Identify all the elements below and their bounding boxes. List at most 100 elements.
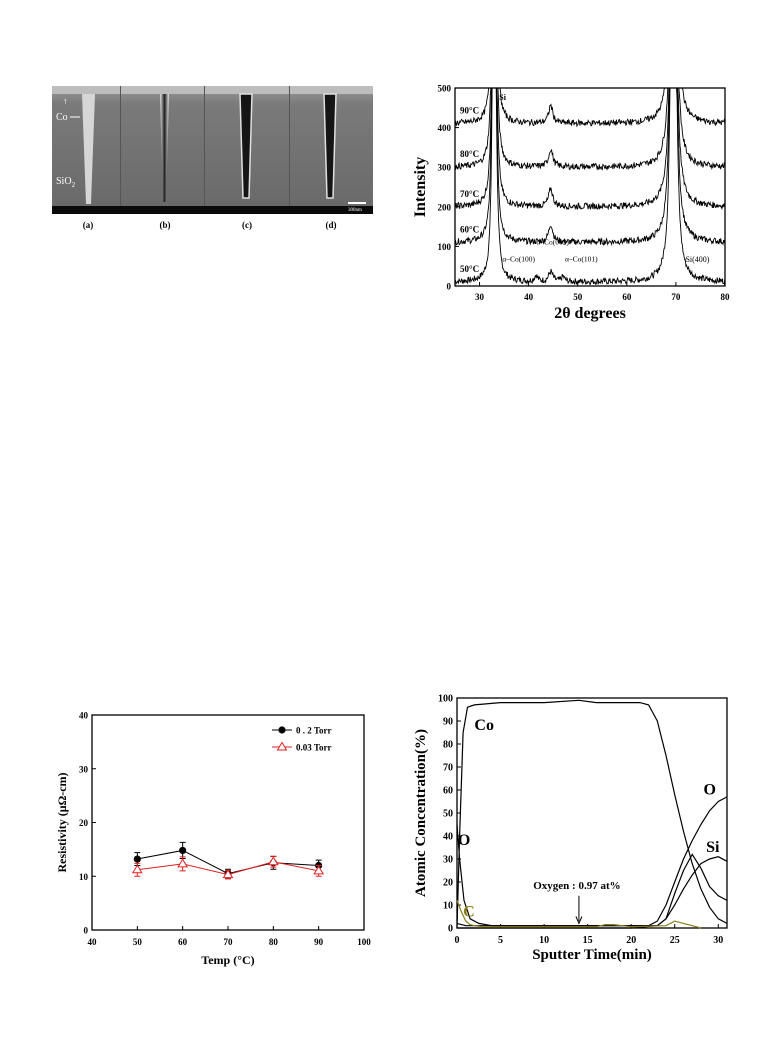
co-label: Co — [56, 112, 68, 123]
series-label-o-surface: O — [458, 832, 470, 849]
y-axis-label: Atomic Concentration(%) — [413, 729, 429, 897]
series-label-c: C — [463, 904, 475, 921]
x-tick-label: 5 — [498, 935, 503, 946]
xrd-series-line — [454, 87, 726, 286]
peak-label-si400: Si(400) — [685, 255, 709, 264]
x-axis-label: Temp (°C) — [201, 953, 254, 967]
aes-series-line — [456, 796, 728, 927]
y-tick-label: 100 — [438, 242, 452, 252]
x-tick-label: 60 — [178, 937, 188, 947]
xrd-series-line — [454, 87, 726, 128]
trench-d — [323, 93, 337, 199]
aes-series-line — [456, 900, 702, 929]
data-point — [133, 855, 141, 863]
caption-a: (a) — [83, 220, 94, 230]
x-tick-label: 40 — [88, 937, 98, 947]
data-point — [131, 864, 143, 874]
peak-label-si: Si — [499, 93, 506, 102]
peak-label-co101: α–Co(101) — [565, 254, 598, 263]
caption-c: (c) — [242, 220, 252, 230]
x-tick-label: 80 — [269, 937, 279, 947]
aes-chart: 0 5 10 15 20 25 30 0 10 20 30 40 50 60 70 80 90 100 Sputte… — [405, 690, 750, 980]
series-label-si: Si — [706, 839, 720, 856]
trench-a — [82, 94, 95, 204]
xrd-series-label: 50°C — [460, 264, 479, 274]
y-tick-label: 0 — [447, 282, 452, 292]
data-point — [313, 865, 325, 875]
y-tick-label: 200 — [438, 202, 452, 212]
svg-text:↑: ↑ — [63, 96, 68, 106]
x-tick-label: 30 — [475, 292, 485, 302]
co-layer — [52, 86, 373, 94]
y-axis-label: Resistivity (μΩ-cm) — [55, 772, 69, 872]
y-tick-label: 10 — [79, 872, 89, 882]
xrd-series-label: 70°C — [460, 189, 479, 199]
x-tick-label: 25 — [670, 935, 680, 946]
x-tick-label: 0 — [455, 935, 460, 946]
x-tick-label: 60 — [622, 292, 632, 302]
sem-micrograph: Co ↑ SiO2 300nm (a) (b) (c) (d) — [52, 86, 373, 230]
y-tick-label: 30 — [79, 764, 89, 774]
series-label-co: Co — [474, 717, 494, 734]
y-tick-label: 400 — [438, 123, 452, 133]
x-tick-label: 15 — [583, 935, 593, 946]
y-tick-label: 10 — [443, 901, 453, 912]
x-axis-label: 2θ degrees — [554, 305, 626, 322]
x-tick-label: 20 — [626, 935, 636, 946]
sem-micrograph-panel: Co ↑ SiO2 300nm (a) (b) (c) (d) — [52, 86, 373, 231]
x-tick-label: 50 — [573, 292, 583, 302]
resistivity-chart: 40 50 60 70 80 90 100 0 10 20 30 40 Temp (°C) Resisti… — [50, 705, 380, 975]
y-tick-label: 60 — [443, 786, 453, 797]
sio2-label: SiO2 — [56, 176, 76, 189]
legend-marker — [276, 741, 288, 751]
x-tick-label: 90 — [314, 937, 324, 947]
series-label-o: O — [703, 782, 715, 799]
peak-label-co002: α–Co(002) — [536, 237, 569, 246]
data-point — [222, 869, 234, 879]
aes-series-line — [456, 824, 728, 927]
trench-b — [160, 94, 169, 202]
resistivity-svg: 40 50 60 70 80 90 100 0 10 20 30 40 Temp (°C) Resisti… — [55, 711, 371, 968]
scale-bar-label: 300nm — [348, 208, 362, 213]
x-axis-label: Sputter Time(min) — [532, 947, 652, 963]
xrd-series-line — [454, 87, 726, 211]
legend-label: 0.03 Torr — [296, 743, 332, 753]
x-tick-label: 30 — [713, 935, 723, 946]
legend-label: 0 . 2 Torr — [296, 726, 332, 736]
annotation-arrowhead — [575, 916, 583, 925]
x-tick-label: 50 — [133, 937, 143, 947]
xrd-svg: 30 40 50 60 70 80 0 100 200 300 400 500 2θ degrees In… — [412, 84, 731, 323]
y-tick-label: 500 — [438, 84, 452, 94]
aes-series-line — [457, 856, 728, 929]
y-tick-label: 20 — [79, 818, 89, 828]
data-point — [267, 856, 279, 866]
legend-marker — [278, 726, 286, 734]
plot-frame — [454, 87, 726, 287]
caption-b: (b) — [160, 220, 171, 230]
x-tick-label: 70 — [224, 937, 234, 947]
xrd-series-line — [454, 87, 726, 247]
y-tick-label: 70 — [443, 763, 453, 774]
y-tick-label: 30 — [443, 855, 453, 866]
y-tick-label: 0 — [448, 924, 453, 935]
plot-frame — [456, 697, 728, 929]
x-tick-label: 10 — [539, 935, 549, 946]
sem-image — [52, 86, 373, 206]
y-tick-label: 40 — [443, 832, 453, 843]
aes-series-line — [456, 699, 728, 929]
x-tick-label: 80 — [721, 292, 731, 302]
xrd-series-label: 60°C — [460, 224, 479, 234]
y-tick-label: 100 — [438, 694, 453, 705]
y-tick-label: 40 — [79, 711, 89, 721]
aes-svg: 0 5 10 15 20 25 30 0 10 20 30 40 50 60 70 80 90 100 Sputte… — [413, 694, 728, 963]
y-tick-label: 20 — [443, 878, 453, 889]
x-tick-label: 100 — [357, 937, 371, 947]
y-tick-label: 80 — [443, 740, 453, 751]
y-tick-label: 90 — [443, 717, 453, 728]
xrd-series-line — [454, 87, 726, 171]
xrd-series-label: 80°C — [460, 149, 479, 159]
y-tick-label: 300 — [438, 163, 452, 173]
y-tick-label: 50 — [443, 809, 453, 820]
x-tick-label: 70 — [671, 292, 681, 302]
data-point — [177, 858, 189, 868]
